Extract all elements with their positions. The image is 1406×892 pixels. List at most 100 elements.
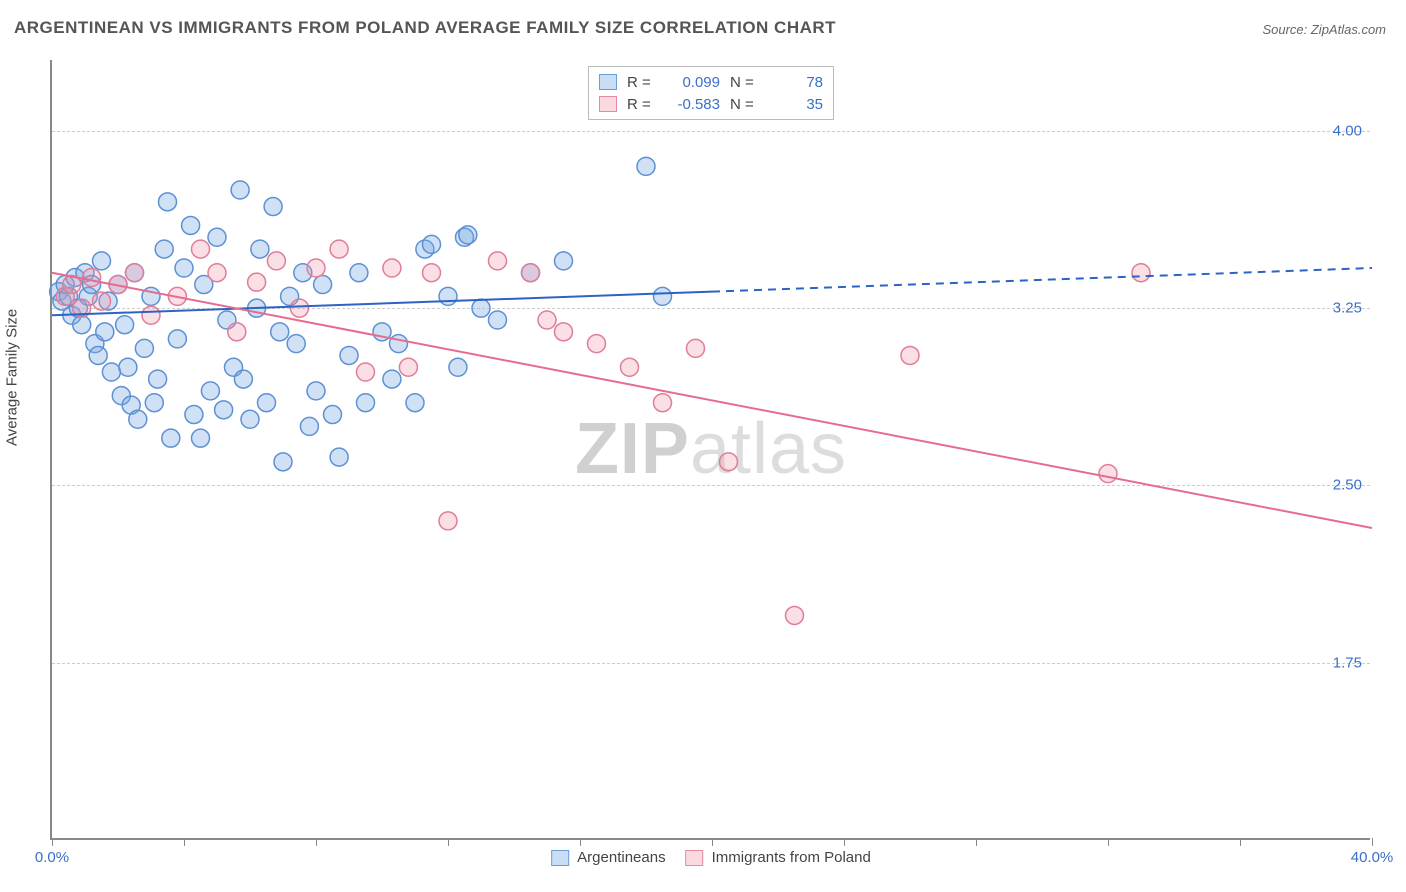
blue-point [264,198,282,216]
pink-point [330,240,348,258]
legend-item-pink: Immigrants from Poland [686,849,871,866]
x-tick [844,838,845,846]
blue-point [185,406,203,424]
pink-point [720,453,738,471]
blue-point [215,401,233,419]
pink-trend [52,273,1372,528]
blue-point [135,339,153,357]
blue-point [459,226,477,244]
legend-label-pink: Immigrants from Poland [712,849,871,866]
pink-point [357,363,375,381]
pink-point [126,264,144,282]
blue-point [637,157,655,175]
pink-point [522,264,540,282]
pink-point [901,346,919,364]
blue-point [251,240,269,258]
plot-area: ZIPatlas 1.752.503.254.00 R = 0.099 N = … [50,60,1370,840]
blue-point [102,363,120,381]
pink-point [1099,465,1117,483]
swatch-pink [686,850,704,866]
x-tick [976,838,977,846]
blue-point [654,287,672,305]
pink-point [654,394,672,412]
x-tick [1372,838,1373,846]
blue-point [300,417,318,435]
pink-point [489,252,507,270]
blue-point [350,264,368,282]
pink-point [208,264,226,282]
x-tick [448,838,449,846]
series-legend: Argentineans Immigrants from Poland [551,849,871,866]
blue-point [231,181,249,199]
scatter-svg [52,60,1370,838]
blue-point [357,394,375,412]
pink-point [192,240,210,258]
blue-point [472,299,490,317]
swatch-blue [551,850,569,866]
blue-trend-dashed [712,268,1372,292]
x-tick [52,838,53,846]
blue-point [116,316,134,334]
pink-point [555,323,573,341]
blue-point [314,276,332,294]
blue-point [175,259,193,277]
y-axis-label: Average Family Size [4,309,21,446]
blue-point [324,406,342,424]
blue-point [439,287,457,305]
blue-point [258,394,276,412]
pink-point [621,358,639,376]
x-tick [316,838,317,846]
blue-point [449,358,467,376]
blue-point [145,394,163,412]
blue-point [555,252,573,270]
chart-title: ARGENTINEAN VS IMMIGRANTS FROM POLAND AV… [14,18,836,38]
pink-point [248,273,266,291]
pink-point [439,512,457,530]
blue-point [149,370,167,388]
x-tick [1108,838,1109,846]
blue-point [390,335,408,353]
blue-point [162,429,180,447]
blue-point [96,323,114,341]
blue-point [307,382,325,400]
blue-point [129,410,147,428]
legend-label-blue: Argentineans [577,849,665,866]
blue-point [93,252,111,270]
pink-point [267,252,285,270]
pink-point [83,268,101,286]
x-tick [712,838,713,846]
pink-point [307,259,325,277]
blue-point [119,358,137,376]
blue-point [241,410,259,428]
blue-point [287,335,305,353]
blue-point [234,370,252,388]
x-tick [580,838,581,846]
blue-point [330,448,348,466]
blue-point [73,316,91,334]
blue-point [208,228,226,246]
x-tick-label: 0.0% [35,849,69,866]
source-credit: Source: ZipAtlas.com [1262,22,1386,37]
blue-point [271,323,289,341]
pink-point [538,311,556,329]
blue-point [274,453,292,471]
blue-point [89,346,107,364]
blue-point [168,330,186,348]
pink-point [383,259,401,277]
blue-point [406,394,424,412]
x-tick [1240,838,1241,846]
blue-point [489,311,507,329]
pink-point [142,306,160,324]
x-tick [184,838,185,846]
blue-point [192,429,210,447]
pink-point [786,606,804,624]
pink-point [687,339,705,357]
blue-point [182,216,200,234]
pink-point [228,323,246,341]
blue-point [155,240,173,258]
pink-point [93,292,111,310]
pink-point [423,264,441,282]
blue-point [340,346,358,364]
pink-point [1132,264,1150,282]
x-tick-label: 40.0% [1351,849,1394,866]
